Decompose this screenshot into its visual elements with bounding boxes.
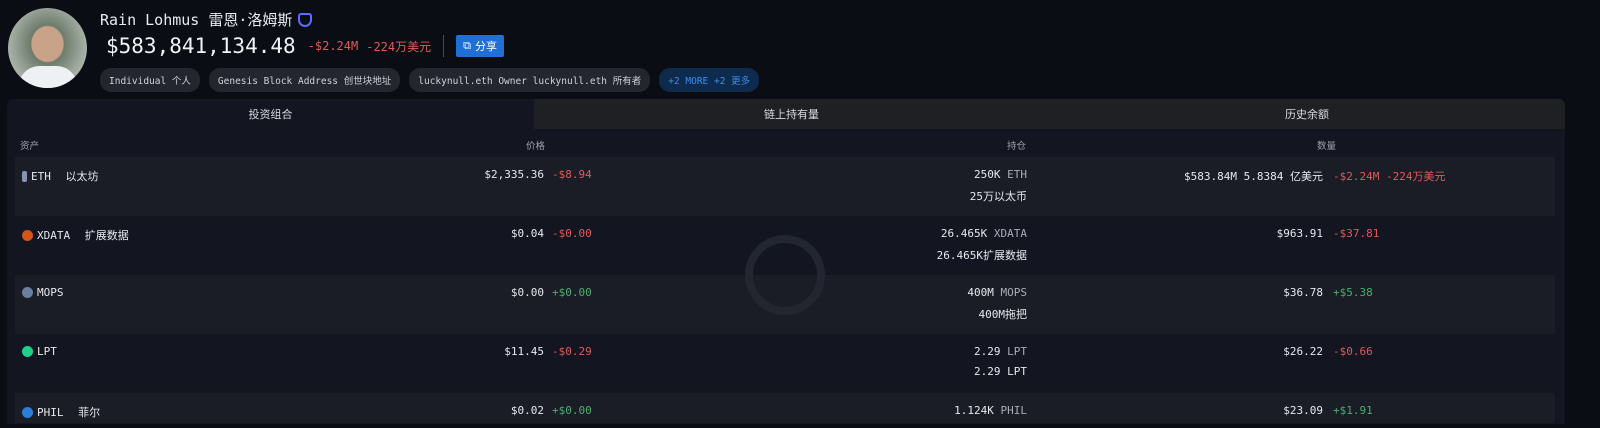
lpt-icon [22,346,33,357]
tab-onchain-holdings[interactable]: 链上持有量 [534,99,1049,129]
value: $963.91 [1276,227,1323,240]
asset-symbol[interactable]: MOPS [37,286,64,299]
price-change: -$0.29 [552,345,592,358]
asset-name: 扩展数据 [84,229,129,242]
asset-symbol[interactable]: ETH [31,169,51,183]
watermark-logo [745,235,825,315]
table-header: 资产 价格 持仓 数量 [7,129,1565,157]
external-link-icon: ⧉ [463,39,471,52]
value-change: +$5.38 [1333,286,1373,299]
asset-cell: ETH 以太坊 [22,168,99,184]
asset-cell: PHIL 菲尔 [22,404,100,420]
tag-ens-owner[interactable]: luckynull.eth Owner luckynull.eth 所有者 [409,68,651,92]
table-row[interactable]: ETH 以太坊 $2,335.36 -$8.94 250K ETH 25万以太币… [15,157,1555,216]
verified-icon [298,12,313,27]
xdata-icon [22,229,33,241]
share-button[interactable]: ⧉ 分享 [456,35,504,57]
col-holdings[interactable]: 持仓 [1007,141,1027,152]
tag-individual[interactable]: Individual 个人 [100,68,200,92]
holding-unit: XDATA [993,227,1027,240]
price-change: +$0.00 [552,286,592,299]
balance-row: $583,841,134.48 -$2.24M -224万美元 ⧉ 分享 [106,34,504,58]
more-tags-button[interactable]: +2 MORE +2 更多 [659,68,760,92]
asset-symbol[interactable]: LPT [37,345,57,358]
holding-amount: 250K [974,168,1001,181]
price-change: -$8.94 [552,168,592,181]
holding-cn: 25万以太币 [969,190,1027,203]
table-row[interactable]: PHIL 菲尔 $0.02 +$0.00 1.124K PHIL $23.09 … [15,393,1555,423]
tab-portfolio[interactable]: 投资组合 [248,108,293,121]
value-change: -$2.24M -224万美元 [1333,170,1446,183]
asset-symbol[interactable]: XDATA [37,228,71,242]
value-change: +$1.91 [1333,404,1373,417]
avatar [8,8,87,88]
value: $23.09 [1283,404,1323,417]
share-label: 分享 [475,40,497,53]
col-value[interactable]: 数量 [1317,141,1337,152]
table-row[interactable]: XDATA 扩展数据 $0.04 -$0.00 26.465K XDATA 26… [15,216,1555,275]
asset-symbol[interactable]: PHIL [37,405,64,419]
divider [443,35,445,57]
price: $0.00 [510,286,544,299]
value-change: -$0.66 [1333,345,1373,358]
holding-cn: 2.29 LPT [974,365,1027,378]
price-change: -$0.00 [552,227,592,240]
holding-amount: 2.29 [974,345,1001,358]
value: $36.78 [1283,286,1323,299]
entity-name: Rain Lohmus 雷恩·洛姆斯 [100,9,313,30]
phil-icon [22,406,33,418]
col-price[interactable]: 价格 [526,141,546,152]
col-asset[interactable]: 资产 [20,141,40,152]
price: $11.45 [504,345,544,358]
tag-genesis[interactable]: Genesis Block Address 创世块地址 [208,68,401,92]
holding-amount: 1.124K [954,404,994,417]
holding-unit: LPT [1007,345,1027,358]
price: $0.04 [510,227,544,240]
mops-icon [22,287,33,298]
portfolio-panel: 投资组合 链上持有量 历史余额 资产 价格 持仓 数量 ETH 以太坊 $2,3… [7,99,1565,424]
tags: Individual 个人 Genesis Block Address 创世块地… [100,68,760,92]
value: $26.22 [1283,345,1323,358]
balance-change-cn: -224万美元 [366,39,432,54]
asset-name: 菲尔 [78,406,101,419]
eth-icon [22,170,27,182]
holding-cn: 26.465K扩展数据 [936,249,1027,262]
holding-amount: 26.465K [940,227,988,240]
table-row[interactable]: LPT $11.45 -$0.29 2.29 LPT 2.29 LPT $26.… [15,334,1555,393]
holding-unit: PHIL [1000,404,1028,417]
holding-amount: 400M [967,286,994,299]
holding-unit: ETH [1007,168,1027,181]
value: $583.84M 5.8384 亿美元 [1184,170,1323,183]
holding-unit: MOPS [1000,286,1028,299]
asset-name: 以太坊 [65,170,99,183]
asset-cell: MOPS [22,286,78,299]
holding-cn: 400M拖把 [978,308,1028,321]
asset-cell: XDATA 扩展数据 [22,227,129,243]
balance-change: -$2.24M [307,39,359,53]
price: $0.02 [510,404,544,417]
tab-history-balance[interactable]: 历史余额 [1049,99,1565,129]
value-change: -$37.81 [1333,227,1380,240]
price-change: +$0.00 [552,404,592,417]
asset-cell: LPT [22,345,72,358]
name-text: Rain Lohmus 雷恩·洛姆斯 [100,11,293,29]
price: $2,335.36 [484,168,544,181]
total-balance: $583,841,134.48 [106,34,296,58]
